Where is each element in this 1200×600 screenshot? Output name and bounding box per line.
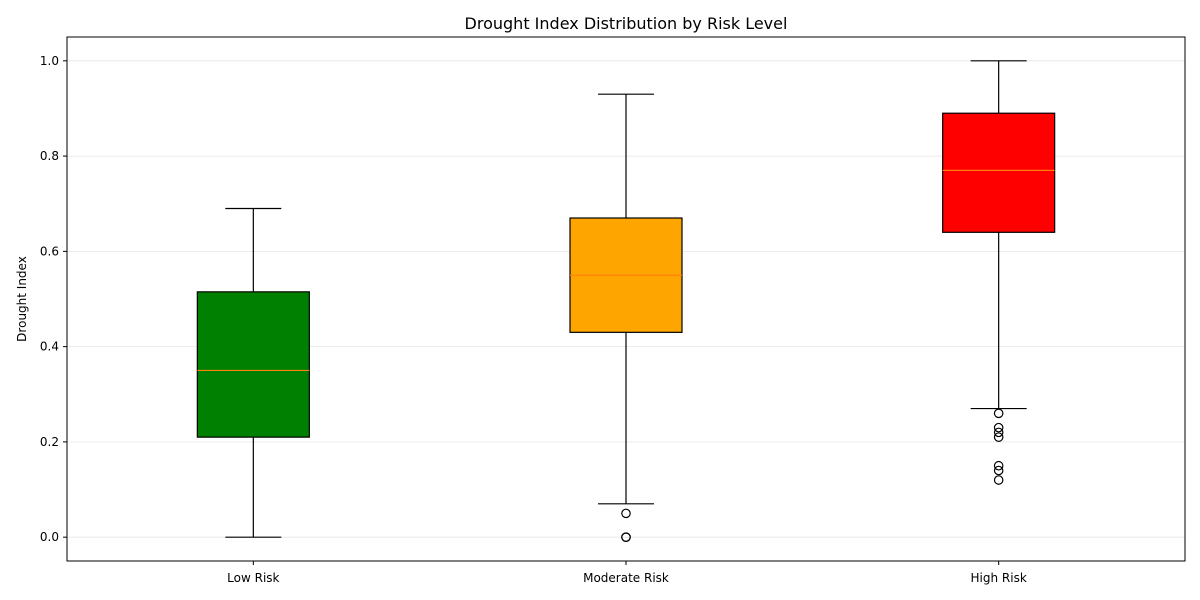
outlier-point: [993, 432, 1004, 442]
box-body: [196, 291, 310, 438]
outlier-point: [993, 422, 1004, 433]
outlier-point: [621, 508, 631, 519]
chart-title: Drought Index Distribution by Risk Level: [465, 14, 788, 33]
y-tick-label: 1.0: [40, 54, 59, 68]
y-tick-label: 0.0: [40, 530, 59, 544]
outlier-point: [993, 460, 1004, 471]
y-tick-label: 0.2: [40, 435, 59, 449]
outlier-point: [993, 427, 1004, 438]
boxes-group: [196, 60, 1056, 542]
y-tick-label: 0.8: [40, 149, 59, 163]
box-low-risk: [196, 207, 310, 538]
x-tick-label: Low Risk: [227, 571, 279, 585]
y-tick-label: 0.6: [40, 244, 59, 258]
x-tick-label: High Risk: [971, 571, 1027, 585]
box-moderate-risk: [569, 93, 683, 542]
outlier-point: [993, 465, 1004, 476]
outlier-point: [993, 408, 1004, 419]
y-tick-label: 0.4: [40, 340, 59, 354]
y-axis-label: Drought Index: [15, 256, 29, 342]
y-axis: 0.0 0.2 0.4 0.6 0.8 1.0: [40, 54, 67, 544]
outlier-point: [993, 475, 1004, 485]
x-tick-label: Moderate Risk: [583, 571, 669, 585]
box-high-risk: [942, 60, 1056, 485]
x-axis: Low Risk Moderate Risk High Risk: [227, 561, 1027, 585]
box-body: [942, 112, 1056, 233]
outlier-point: [621, 532, 631, 542]
